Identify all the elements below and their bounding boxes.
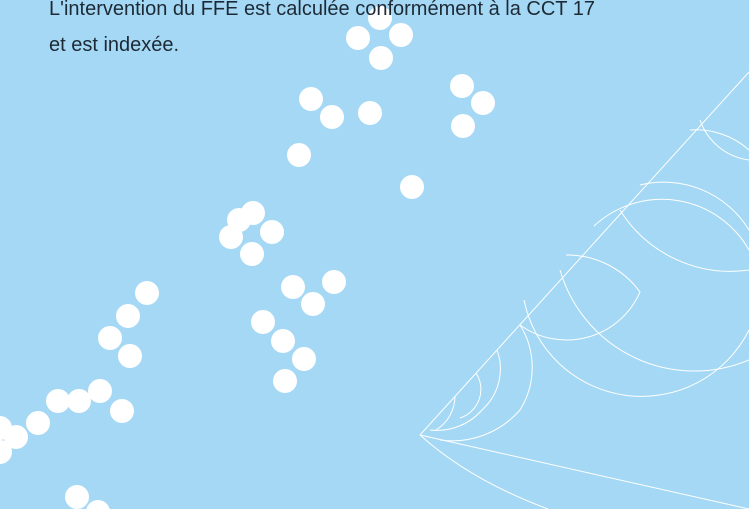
dot (135, 281, 159, 305)
page: L'intervention du FFE est calculée confo… (0, 0, 749, 509)
fan-arc (436, 396, 455, 430)
fan-arc (594, 199, 749, 250)
dot (260, 220, 284, 244)
decoration (0, 0, 749, 509)
text-line: et est indexée. (49, 33, 179, 57)
dot (346, 26, 370, 50)
dot (299, 87, 323, 111)
dot (322, 270, 346, 294)
dot (400, 175, 424, 199)
dot (369, 46, 393, 70)
dot (88, 379, 112, 403)
fan-arc (640, 182, 749, 230)
fan-arc (560, 270, 749, 371)
dot (251, 310, 275, 334)
dot (358, 101, 382, 125)
dot (98, 326, 122, 350)
fan-arc (524, 300, 749, 396)
fan-arc (440, 325, 532, 441)
dot (451, 114, 475, 138)
dot (118, 344, 142, 368)
dot (46, 389, 70, 413)
dot (241, 201, 265, 225)
text-line: L'intervention du FFE est calculée confo… (49, 0, 595, 21)
dot (240, 242, 264, 266)
dot (26, 411, 50, 435)
fan-arc (620, 210, 749, 271)
dot (320, 105, 344, 129)
dot (471, 91, 495, 115)
dot (301, 292, 325, 316)
fan-arc (700, 120, 749, 160)
dot (219, 225, 243, 249)
dot (292, 347, 316, 371)
fan-lines (420, 72, 749, 509)
dot (67, 389, 91, 413)
fan-arc (520, 255, 640, 340)
dot (271, 329, 295, 353)
fan-arc (430, 350, 500, 430)
dot (273, 369, 297, 393)
dot (389, 23, 413, 47)
dot (65, 485, 89, 509)
dot (450, 74, 474, 98)
dot (116, 304, 140, 328)
dot (110, 399, 134, 423)
dot (281, 275, 305, 299)
dot (86, 500, 110, 509)
fan-edge (420, 435, 548, 509)
dot (287, 143, 311, 167)
